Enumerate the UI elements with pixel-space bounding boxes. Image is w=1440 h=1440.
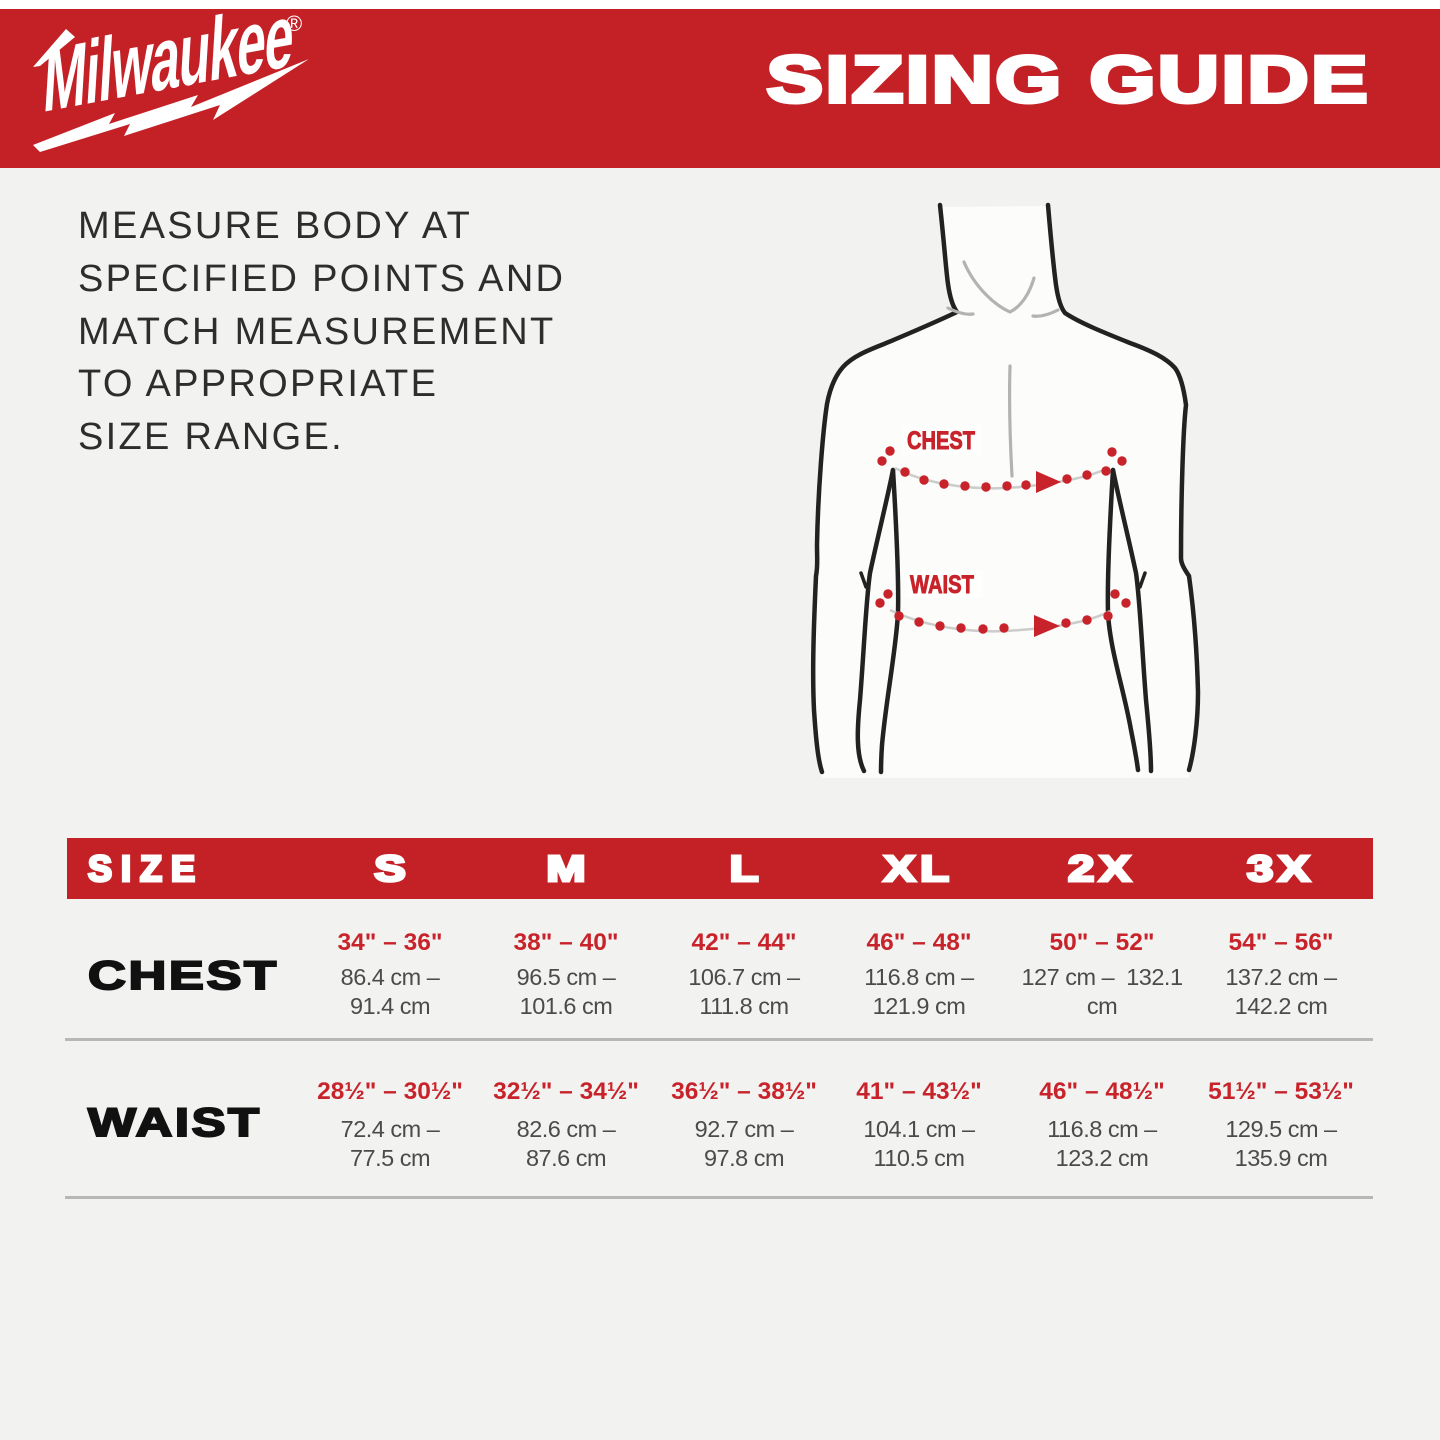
svg-text:CHEST: CHEST <box>907 427 975 455</box>
svg-text:WAIST: WAIST <box>910 571 974 599</box>
svg-text:®: ® <box>286 11 302 36</box>
